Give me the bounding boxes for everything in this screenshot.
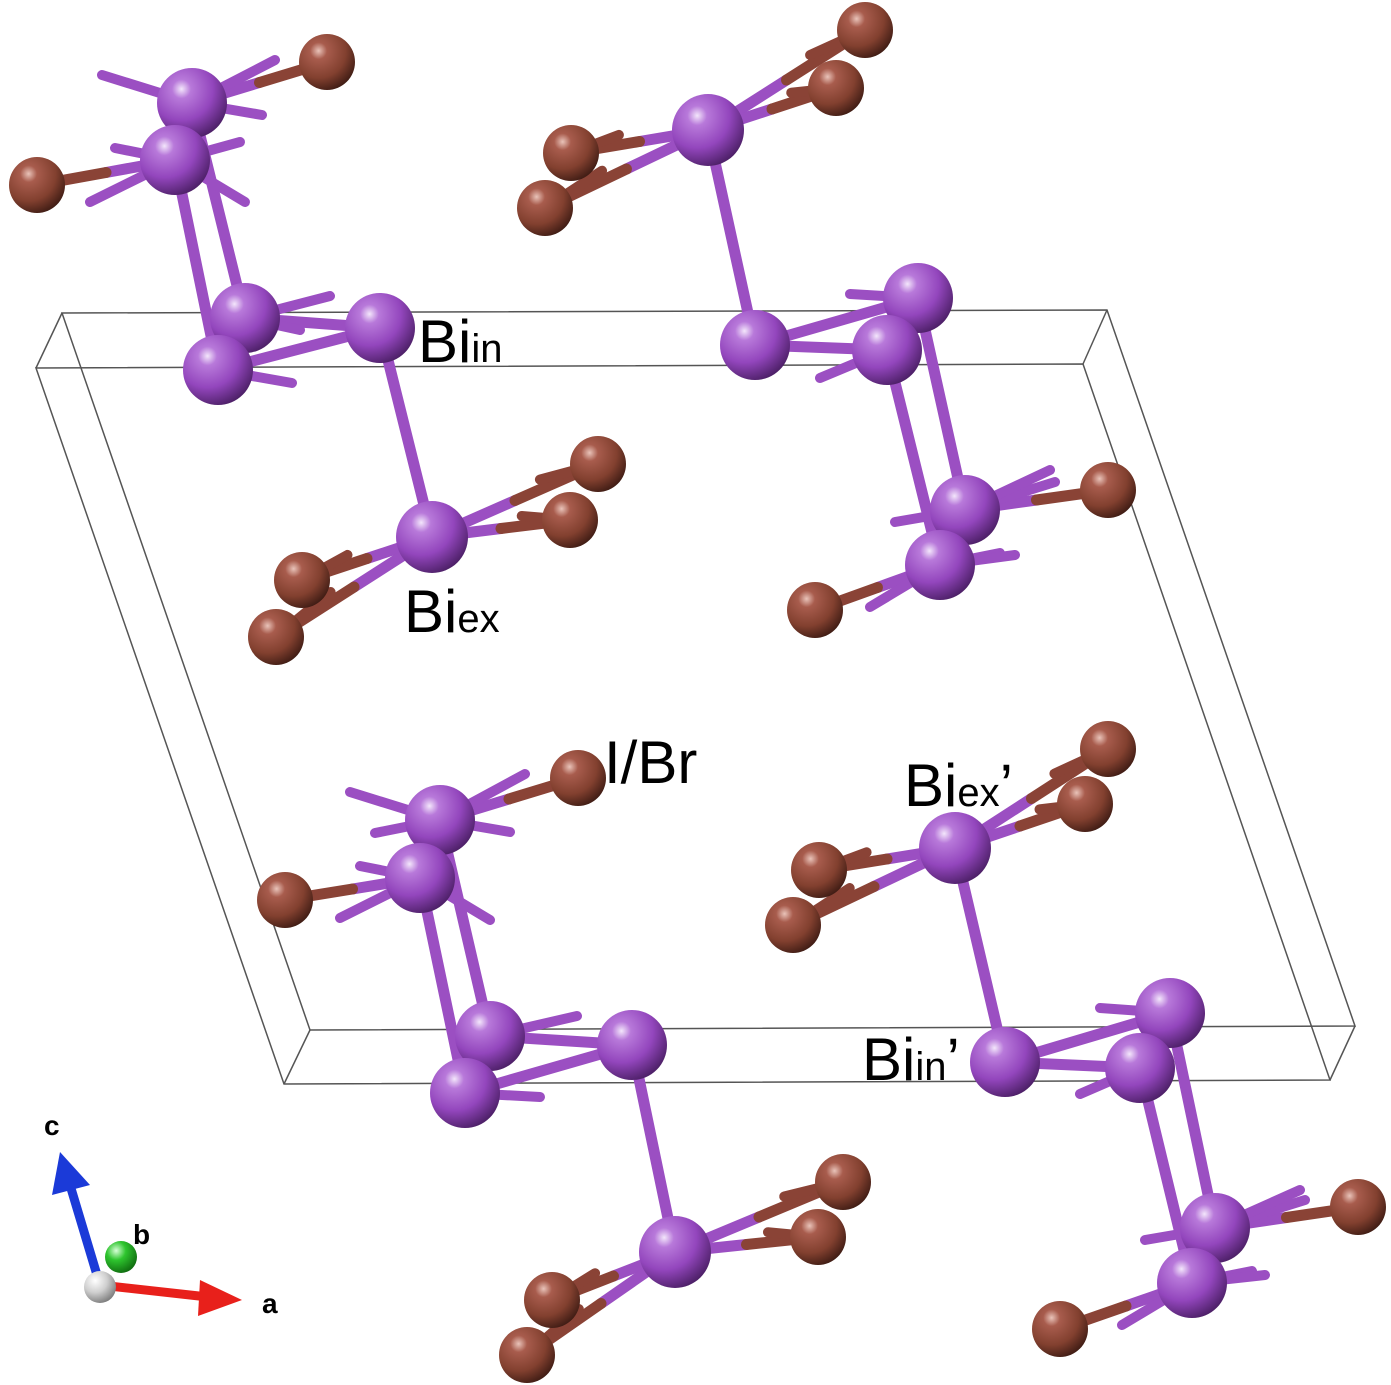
- bismuth-atom: [883, 263, 953, 333]
- axis-triad: [52, 1152, 242, 1316]
- atoms: [9, 2, 1386, 1383]
- axis-label-c: c: [44, 1110, 60, 1141]
- bismuth-atom: [1105, 1033, 1175, 1103]
- bi-bi-bond: [1134, 1062, 1198, 1289]
- halide-atom: [787, 582, 843, 638]
- label-bi-ex: Biex: [404, 578, 500, 645]
- axis-label-a: a: [262, 1288, 278, 1319]
- b-axis-marker: [105, 1241, 137, 1273]
- halide-atom: [765, 897, 821, 953]
- a-axis-arrow: [99, 1280, 209, 1302]
- halide-atom: [808, 60, 864, 116]
- halide-atom: [9, 157, 65, 213]
- a-axis-arrowhead: [198, 1280, 242, 1316]
- bi-bi-bond: [414, 872, 471, 1099]
- bismuth-atom: [345, 293, 415, 363]
- bismuth-atom: [639, 1216, 711, 1288]
- bi-bi-bond: [912, 292, 971, 516]
- halide-atom: [550, 750, 606, 806]
- bi-bi-bond: [702, 124, 761, 351]
- halide-atom: [1032, 1301, 1088, 1357]
- axis-origin: [84, 1271, 116, 1303]
- halide-atom: [248, 609, 304, 665]
- c-axis-arrowhead: [52, 1152, 90, 1195]
- halide-atom: [257, 872, 313, 928]
- halide-atom: [1080, 721, 1136, 777]
- halide-atom: [1080, 462, 1136, 518]
- bismuth-atom: [597, 1010, 667, 1080]
- bismuth-atom: [720, 310, 790, 380]
- bismuth-atom: [210, 283, 280, 353]
- unit-cell: [34, 309, 1357, 1085]
- bismuth-atom: [930, 475, 1000, 545]
- bismuth-atom: [140, 125, 210, 195]
- bismuth-atom: [396, 501, 468, 573]
- bismuth-atom: [183, 335, 253, 405]
- halide-atom: [274, 552, 330, 608]
- bismuth-atom: [1135, 978, 1205, 1048]
- halide-atom: [1330, 1179, 1386, 1235]
- axis-label-b: b: [133, 1219, 151, 1250]
- label-halide: I/Br: [604, 729, 698, 796]
- halide-atom: [790, 1209, 846, 1265]
- bonds: [31, 24, 1364, 1361]
- halide-atom: [542, 492, 598, 548]
- halide-atom: [524, 1272, 580, 1328]
- halide-atom: [570, 436, 626, 492]
- halide-atom: [499, 1327, 555, 1383]
- bi-bi-bond: [169, 154, 224, 376]
- bismuth-atom: [1157, 1248, 1227, 1318]
- label-bi-ex-prime: Biex’: [904, 752, 1013, 819]
- label-bi-in-prime: Biin’: [862, 1026, 960, 1093]
- bi-bi-bond: [881, 344, 946, 571]
- bismuth-atom: [672, 94, 744, 166]
- label-bi-in: Biin: [418, 308, 503, 375]
- bi-bi-bond: [434, 814, 496, 1042]
- bismuth-atom: [405, 785, 475, 855]
- bismuth-atom: [385, 843, 455, 913]
- bismuth-atom: [970, 1027, 1040, 1097]
- bismuth-atom: [430, 1058, 500, 1128]
- halide-atom: [791, 842, 847, 898]
- bismuth-atom: [157, 68, 227, 138]
- halide-atom: [517, 180, 573, 236]
- halide-atom: [837, 2, 893, 58]
- bismuth-atom: [919, 812, 991, 884]
- halide-atom: [543, 125, 599, 181]
- bismuth-atom: [1180, 1193, 1250, 1263]
- halide-atom: [299, 34, 355, 90]
- bismuth-atom: [905, 530, 975, 600]
- halide-atom: [815, 1154, 871, 1210]
- bismuth-atom: [455, 1001, 525, 1071]
- bismuth-atom: [852, 315, 922, 385]
- bi-bi-bond: [1164, 1007, 1221, 1234]
- c-axis-arrow: [65, 1183, 105, 1287]
- bi-bi-bond: [949, 842, 1011, 1068]
- halide-atom: [1057, 776, 1113, 832]
